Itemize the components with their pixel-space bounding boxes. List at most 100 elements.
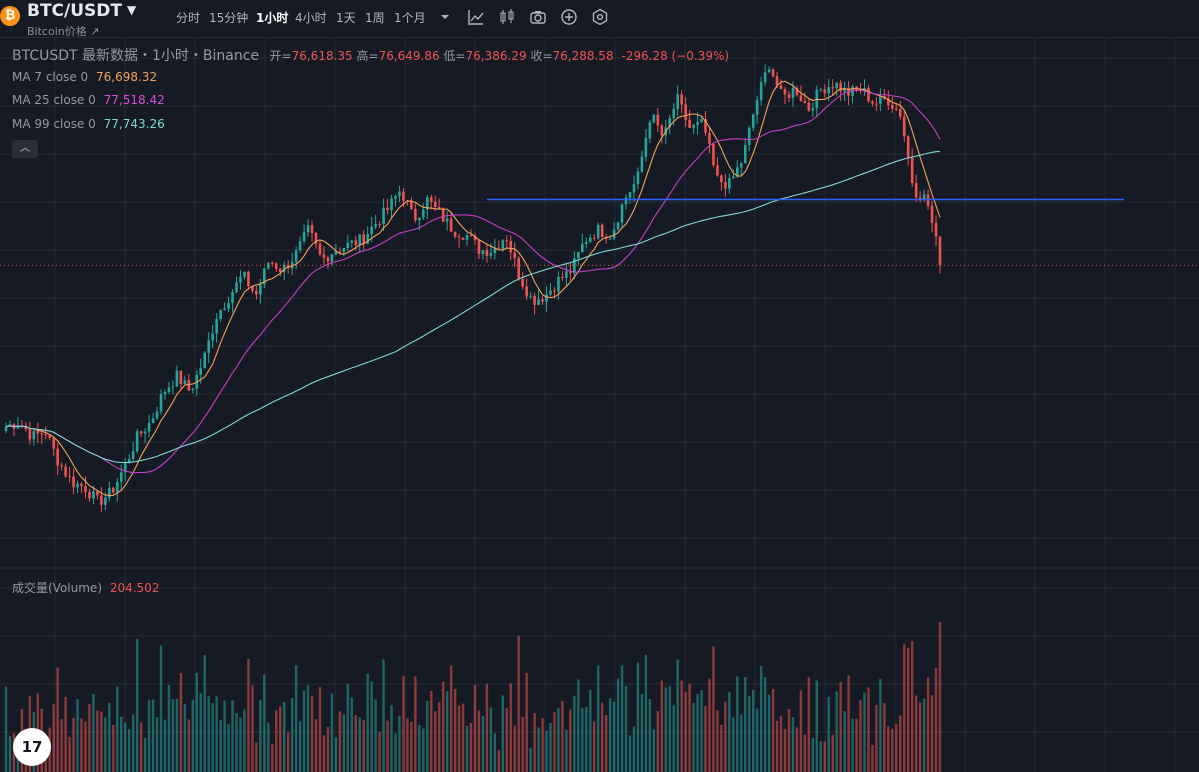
candle-body: [239, 276, 242, 283]
candle-body: [628, 192, 632, 198]
symbol-title[interactable]: BTC/USDT: [27, 1, 122, 21]
legend-ma99: MA 99 close 0 77,743.26: [12, 117, 165, 131]
volume-bar: [557, 708, 560, 772]
volume-bar: [847, 675, 850, 772]
candle-body: [207, 340, 210, 353]
volume-bar: [4, 686, 8, 772]
volume-bar: [398, 715, 401, 772]
legend-ohlc: BTCUSDT 最新数据・1小时・Binance 开=76,618.35 高=7…: [12, 45, 729, 65]
timeframe-dropdown-icon[interactable]: [436, 8, 454, 26]
candle-body: [485, 250, 489, 256]
candle-body: [831, 87, 834, 89]
volume-bar: [704, 705, 707, 772]
volume-bar: [422, 728, 425, 772]
volume-bar: [346, 683, 350, 772]
volume-bar: [239, 717, 242, 772]
volume-bar: [8, 736, 12, 772]
volume-bar: [314, 719, 318, 772]
volume-bar: [124, 722, 127, 772]
tf-1mo[interactable]: 1个月: [394, 11, 426, 25]
volume-bar: [855, 718, 858, 772]
volume-bar: [80, 718, 83, 772]
candle-body: [147, 422, 151, 432]
candle-style-icon[interactable]: [498, 8, 516, 26]
volume-bar: [418, 724, 421, 772]
candle-body: [104, 497, 107, 505]
volume-bar: [899, 715, 902, 772]
volume-bar: [370, 681, 373, 772]
volume-bar: [628, 735, 632, 772]
price-chart[interactable]: [0, 38, 1199, 772]
volume-bar: [100, 711, 103, 772]
candle-body: [676, 94, 679, 109]
collapse-legend-button[interactable]: ︿: [12, 140, 38, 158]
camera-icon[interactable]: [529, 8, 547, 26]
add-icon[interactable]: [560, 8, 578, 26]
volume-bar: [585, 706, 588, 772]
volume-bar: [903, 644, 906, 772]
candle-body: [807, 102, 811, 111]
tf-1w[interactable]: 1周: [365, 11, 385, 25]
candle-body: [855, 86, 858, 89]
candle-body: [545, 294, 548, 302]
volume-bar: [891, 729, 894, 772]
candle-body: [902, 116, 906, 137]
tf-realtime[interactable]: 分时: [176, 11, 201, 25]
volume-bar: [525, 672, 528, 772]
candle-body: [398, 191, 401, 197]
volume-bar: [251, 685, 254, 772]
candle-body: [819, 89, 823, 91]
candle-body: [282, 264, 286, 273]
settings-icon[interactable]: [591, 8, 609, 26]
candle-body: [636, 171, 640, 185]
candle-body: [215, 318, 218, 334]
volume-bar: [863, 692, 866, 772]
volume-bar: [736, 676, 739, 772]
tf-15m[interactable]: 15分钟: [209, 11, 249, 25]
volume-bar: [457, 705, 461, 772]
candle-body: [223, 308, 226, 310]
candle-body: [167, 387, 171, 392]
volume-bar: [247, 658, 250, 772]
symbol-dropdown-icon[interactable]: ▼: [127, 3, 137, 17]
candle-body: [704, 119, 707, 133]
candle-body: [112, 487, 115, 493]
volume-bar: [207, 696, 210, 772]
candle-body: [588, 237, 592, 242]
candle-body: [891, 105, 894, 109]
volume-bar: [485, 683, 489, 772]
volume-bar: [453, 688, 457, 772]
candle-body: [314, 233, 318, 244]
candle-body: [402, 191, 405, 201]
candle-body: [867, 88, 870, 102]
symbol-subtitle-link[interactable]: Bitcoin价格 ↗: [27, 25, 100, 38]
ma25-line: [5, 89, 941, 474]
indicator-icon[interactable]: [467, 8, 485, 26]
candle-body: [525, 286, 528, 297]
candle-body: [251, 286, 254, 291]
candle-body: [620, 204, 624, 223]
tf-1d[interactable]: 1天: [336, 11, 356, 25]
volume-bar: [322, 735, 326, 772]
candle-body: [672, 108, 676, 119]
volume-bar: [112, 724, 115, 772]
volume-bar: [406, 718, 409, 772]
volume-bar: [374, 699, 377, 772]
volume-bar: [549, 722, 552, 772]
tf-1h[interactable]: 1小时: [256, 11, 289, 25]
open-label: 开=: [269, 49, 292, 63]
volume-bar: [143, 738, 147, 772]
candle-body: [569, 271, 572, 274]
tf-4h[interactable]: 4小时: [295, 11, 327, 25]
volume-label: 成交量(Volume): [12, 581, 102, 595]
candle-body: [394, 196, 397, 199]
candle-body: [330, 254, 334, 262]
candle-body: [493, 247, 497, 253]
candle-body: [743, 144, 747, 164]
candle-body: [155, 411, 159, 419]
candle-body: [732, 176, 735, 179]
tradingview-logo[interactable]: 17: [13, 728, 51, 766]
candle-body: [763, 72, 767, 83]
candle-body: [700, 119, 703, 123]
volume-bar: [108, 702, 111, 772]
